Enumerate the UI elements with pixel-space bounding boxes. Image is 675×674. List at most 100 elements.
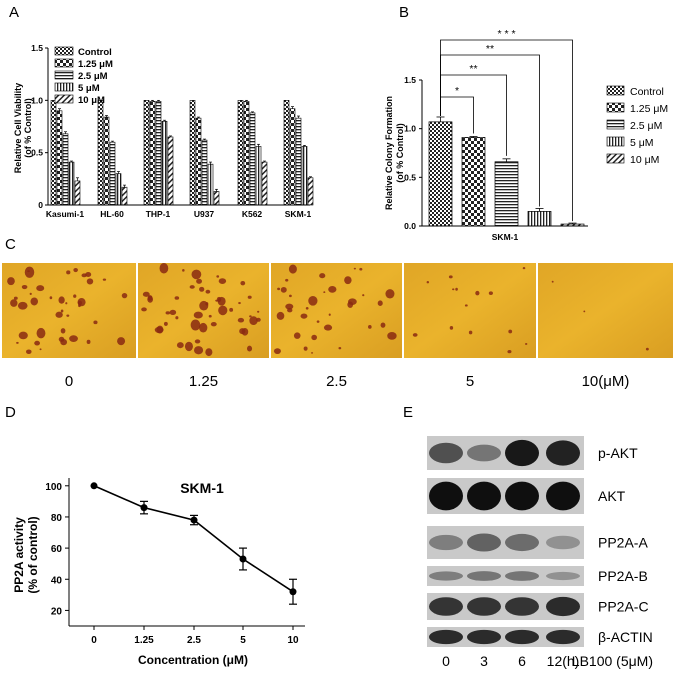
colony [26, 349, 32, 355]
colony [241, 328, 249, 336]
colony [285, 278, 289, 282]
colony [218, 305, 228, 316]
chart-a-xtick: K562 [242, 209, 263, 219]
chart-b-bar [527, 211, 552, 227]
colony [310, 352, 314, 354]
colony [191, 269, 202, 280]
colony [117, 337, 126, 346]
chart-b-ylabel-line2: (of % Control) [395, 123, 405, 182]
chart-d-ylabel-line2: (% of control) [26, 516, 40, 593]
chart-a-bar [301, 146, 308, 206]
western-blot-band [429, 442, 463, 464]
colony [285, 303, 294, 310]
colony [277, 287, 281, 291]
colony [300, 313, 308, 319]
colony [475, 290, 480, 296]
colony [142, 291, 150, 297]
colony [58, 296, 65, 304]
chart-d-point [239, 555, 247, 563]
colony [449, 325, 454, 330]
colony [208, 314, 212, 318]
chart-a-legend-label: Control [78, 47, 112, 58]
western-blot: p-AKT AKT PP2A-A PP2A-B PP2A-C β-ACTIN 0 3 6 12(h… [427, 436, 653, 669]
western-blot-band [546, 596, 580, 617]
colony [311, 334, 318, 341]
chart-a-xtick: SKM-1 [285, 209, 312, 219]
chart-b-legend-swatch [606, 119, 625, 130]
western-blot-band [546, 440, 580, 466]
chart-b-legend-swatch [606, 102, 625, 113]
chart-b-ytick: 0.0 [404, 221, 416, 231]
panel-label-c: C [5, 236, 16, 253]
chart-d: 20 40 60 80 100 0 1.25 2.5 5 10 SKM-1 Concentrat… [12, 478, 305, 667]
colony [583, 310, 586, 313]
chart-a-legend-swatch [54, 70, 74, 80]
colony [29, 292, 32, 295]
colony [205, 289, 211, 294]
western-blot-band [467, 571, 501, 581]
colony [174, 296, 180, 300]
chart-b-legend-swatch [606, 153, 625, 164]
colony [488, 291, 493, 295]
chart-a-bar [74, 180, 81, 206]
chart-b-significance-bracket [440, 54, 540, 207]
colony [85, 272, 92, 277]
colony [34, 340, 40, 346]
colony [305, 307, 309, 310]
colony [303, 346, 308, 351]
chart-b-bar [494, 161, 519, 227]
colony [36, 327, 46, 339]
colony [60, 339, 68, 346]
colony [522, 267, 526, 270]
chart-a-xtick: THP-1 [146, 209, 171, 219]
colony [385, 289, 395, 299]
chart-b-significance-mark: * [455, 85, 459, 97]
chart-a-xtick: U937 [194, 209, 215, 219]
chart-a-bar [213, 191, 220, 206]
colony [189, 285, 195, 289]
chart-a-ylabel-line2: (of % Control) [23, 98, 33, 157]
chart-a-bar [115, 173, 122, 206]
chart-b-ytick: 1.0 [404, 124, 416, 134]
chart-a-bar [195, 117, 202, 206]
chart-a-xtick: Kasumi-1 [46, 209, 85, 219]
colony [69, 335, 78, 342]
colony [199, 286, 205, 292]
chart-b-legend-label: Control [630, 86, 664, 98]
colony [452, 288, 455, 291]
colony [78, 303, 81, 308]
colony [147, 295, 153, 301]
colony [238, 301, 241, 305]
chart-a-bar [103, 116, 110, 206]
colony-photos: 0 1.25 2.5 5 10(μM) [2, 263, 673, 390]
colony [16, 341, 19, 344]
colony [344, 276, 352, 285]
western-row-label: PP2A-B [598, 568, 648, 584]
colony [73, 294, 77, 298]
chart-d-point [140, 504, 148, 512]
western-row-label: β-ACTIN [598, 629, 653, 645]
colony [218, 278, 227, 285]
colony [60, 309, 64, 313]
chart-d-xtick: 5 [240, 635, 246, 646]
chart-a-bar [109, 141, 116, 206]
colony [508, 329, 513, 334]
colony [24, 266, 35, 278]
chart-d-ytick: 40 [51, 575, 63, 586]
western-lane-label: 6 [518, 653, 526, 669]
colony [293, 332, 301, 339]
colony [102, 278, 107, 281]
colony [448, 275, 453, 279]
colony [121, 293, 128, 299]
colony [289, 294, 292, 298]
colony [229, 307, 234, 312]
panel-label-a: A [9, 4, 19, 21]
colony [30, 297, 38, 306]
colony [66, 270, 71, 275]
chart-d-ytick: 80 [51, 513, 63, 524]
colony [468, 330, 473, 335]
chart-a: 0 0.5 1.0 1.5 Kasumi-1 HL-60 THP-1 U937 K562 SKM… [13, 43, 314, 219]
chart-a-bar [189, 100, 196, 206]
chart-a-bar [56, 110, 63, 206]
